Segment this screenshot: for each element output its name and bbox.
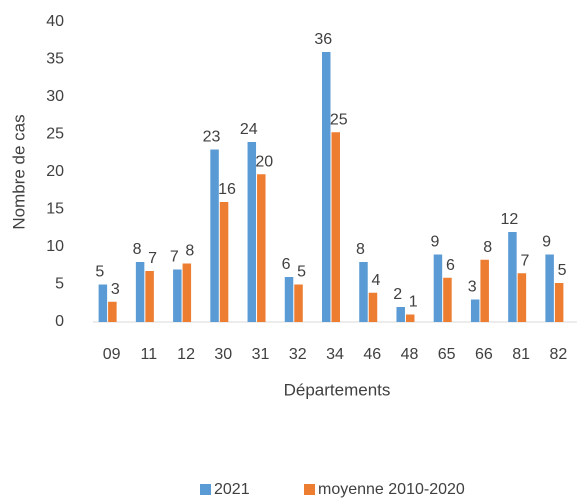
data-label: 3 — [468, 279, 477, 296]
data-label: 7 — [170, 249, 179, 266]
data-label: 16 — [218, 181, 236, 198]
x-tick-label: 48 — [401, 346, 419, 363]
bar — [173, 269, 182, 322]
data-label: 9 — [542, 234, 551, 251]
bar — [508, 232, 517, 322]
bar — [396, 307, 405, 322]
legend-label: 2021 — [214, 481, 250, 498]
bar — [219, 202, 229, 322]
data-label: 1 — [409, 294, 418, 311]
data-label: 7 — [520, 252, 529, 269]
data-label: 3 — [111, 281, 120, 298]
data-label: 24 — [240, 121, 258, 138]
x-tick-label: 81 — [512, 346, 530, 363]
bar — [545, 254, 554, 322]
data-label: 5 — [558, 262, 567, 279]
bar — [331, 132, 340, 322]
bar — [554, 283, 564, 322]
bar — [284, 277, 294, 322]
bar — [182, 263, 192, 322]
x-tick-label: 34 — [326, 346, 344, 363]
bar — [247, 142, 257, 322]
y-tick-label: 0 — [55, 313, 64, 330]
y-tick-label: 30 — [46, 88, 64, 105]
data-label: 8 — [185, 243, 194, 260]
y-tick-label: 40 — [46, 13, 64, 30]
bar — [443, 277, 452, 322]
y-tick-label: 5 — [55, 276, 64, 293]
data-label: 20 — [255, 153, 273, 170]
bar — [480, 259, 489, 322]
data-label: 36 — [314, 31, 332, 48]
x-tick-label: 12 — [177, 346, 195, 363]
x-tick-label: 66 — [475, 346, 493, 363]
data-label: 8 — [483, 239, 492, 256]
bar — [294, 284, 303, 322]
data-label: 2 — [393, 286, 402, 303]
bar — [108, 301, 117, 322]
y-tick-label: 15 — [46, 201, 64, 218]
y-axis-title: Nombre de cas — [9, 114, 28, 229]
y-tick-label: 35 — [46, 51, 64, 68]
x-tick-label: 31 — [252, 346, 270, 363]
data-label: 6 — [282, 256, 291, 273]
bar — [359, 262, 368, 322]
x-tick-label: 82 — [549, 346, 567, 363]
bar — [257, 174, 266, 322]
data-label: 9 — [430, 234, 439, 251]
data-label: 5 — [297, 264, 306, 281]
data-label: 5 — [95, 264, 104, 281]
y-tick-label: 20 — [46, 163, 64, 180]
bar — [98, 284, 108, 322]
data-label: 4 — [372, 272, 381, 289]
data-label: 8 — [356, 241, 365, 258]
bar — [135, 262, 145, 322]
data-label: 8 — [133, 241, 142, 258]
x-tick-label: 46 — [363, 346, 381, 363]
x-tick-label: 30 — [214, 346, 232, 363]
data-label: 12 — [501, 211, 519, 228]
bar — [517, 273, 527, 322]
data-label: 7 — [148, 250, 157, 267]
bar — [368, 292, 378, 322]
bar — [405, 314, 415, 322]
legend-label: moyenne 2010-2020 — [318, 481, 465, 498]
data-label: 25 — [330, 111, 348, 128]
bar — [470, 299, 480, 322]
x-tick-label: 65 — [438, 346, 456, 363]
x-tick-label: 11 — [141, 346, 158, 363]
y-tick-label: 10 — [46, 238, 64, 255]
y-tick-label: 25 — [46, 126, 64, 143]
x-tick-label: 32 — [289, 346, 307, 363]
bar — [322, 52, 331, 322]
x-axis-title: Départements — [284, 380, 391, 399]
legend-swatch — [304, 484, 315, 495]
bar — [210, 149, 219, 322]
legend-swatch — [200, 484, 211, 495]
data-label: 23 — [203, 129, 221, 146]
x-tick-label: 09 — [103, 346, 121, 363]
bar — [145, 271, 154, 322]
data-label: 6 — [446, 257, 455, 274]
bar — [433, 254, 443, 322]
